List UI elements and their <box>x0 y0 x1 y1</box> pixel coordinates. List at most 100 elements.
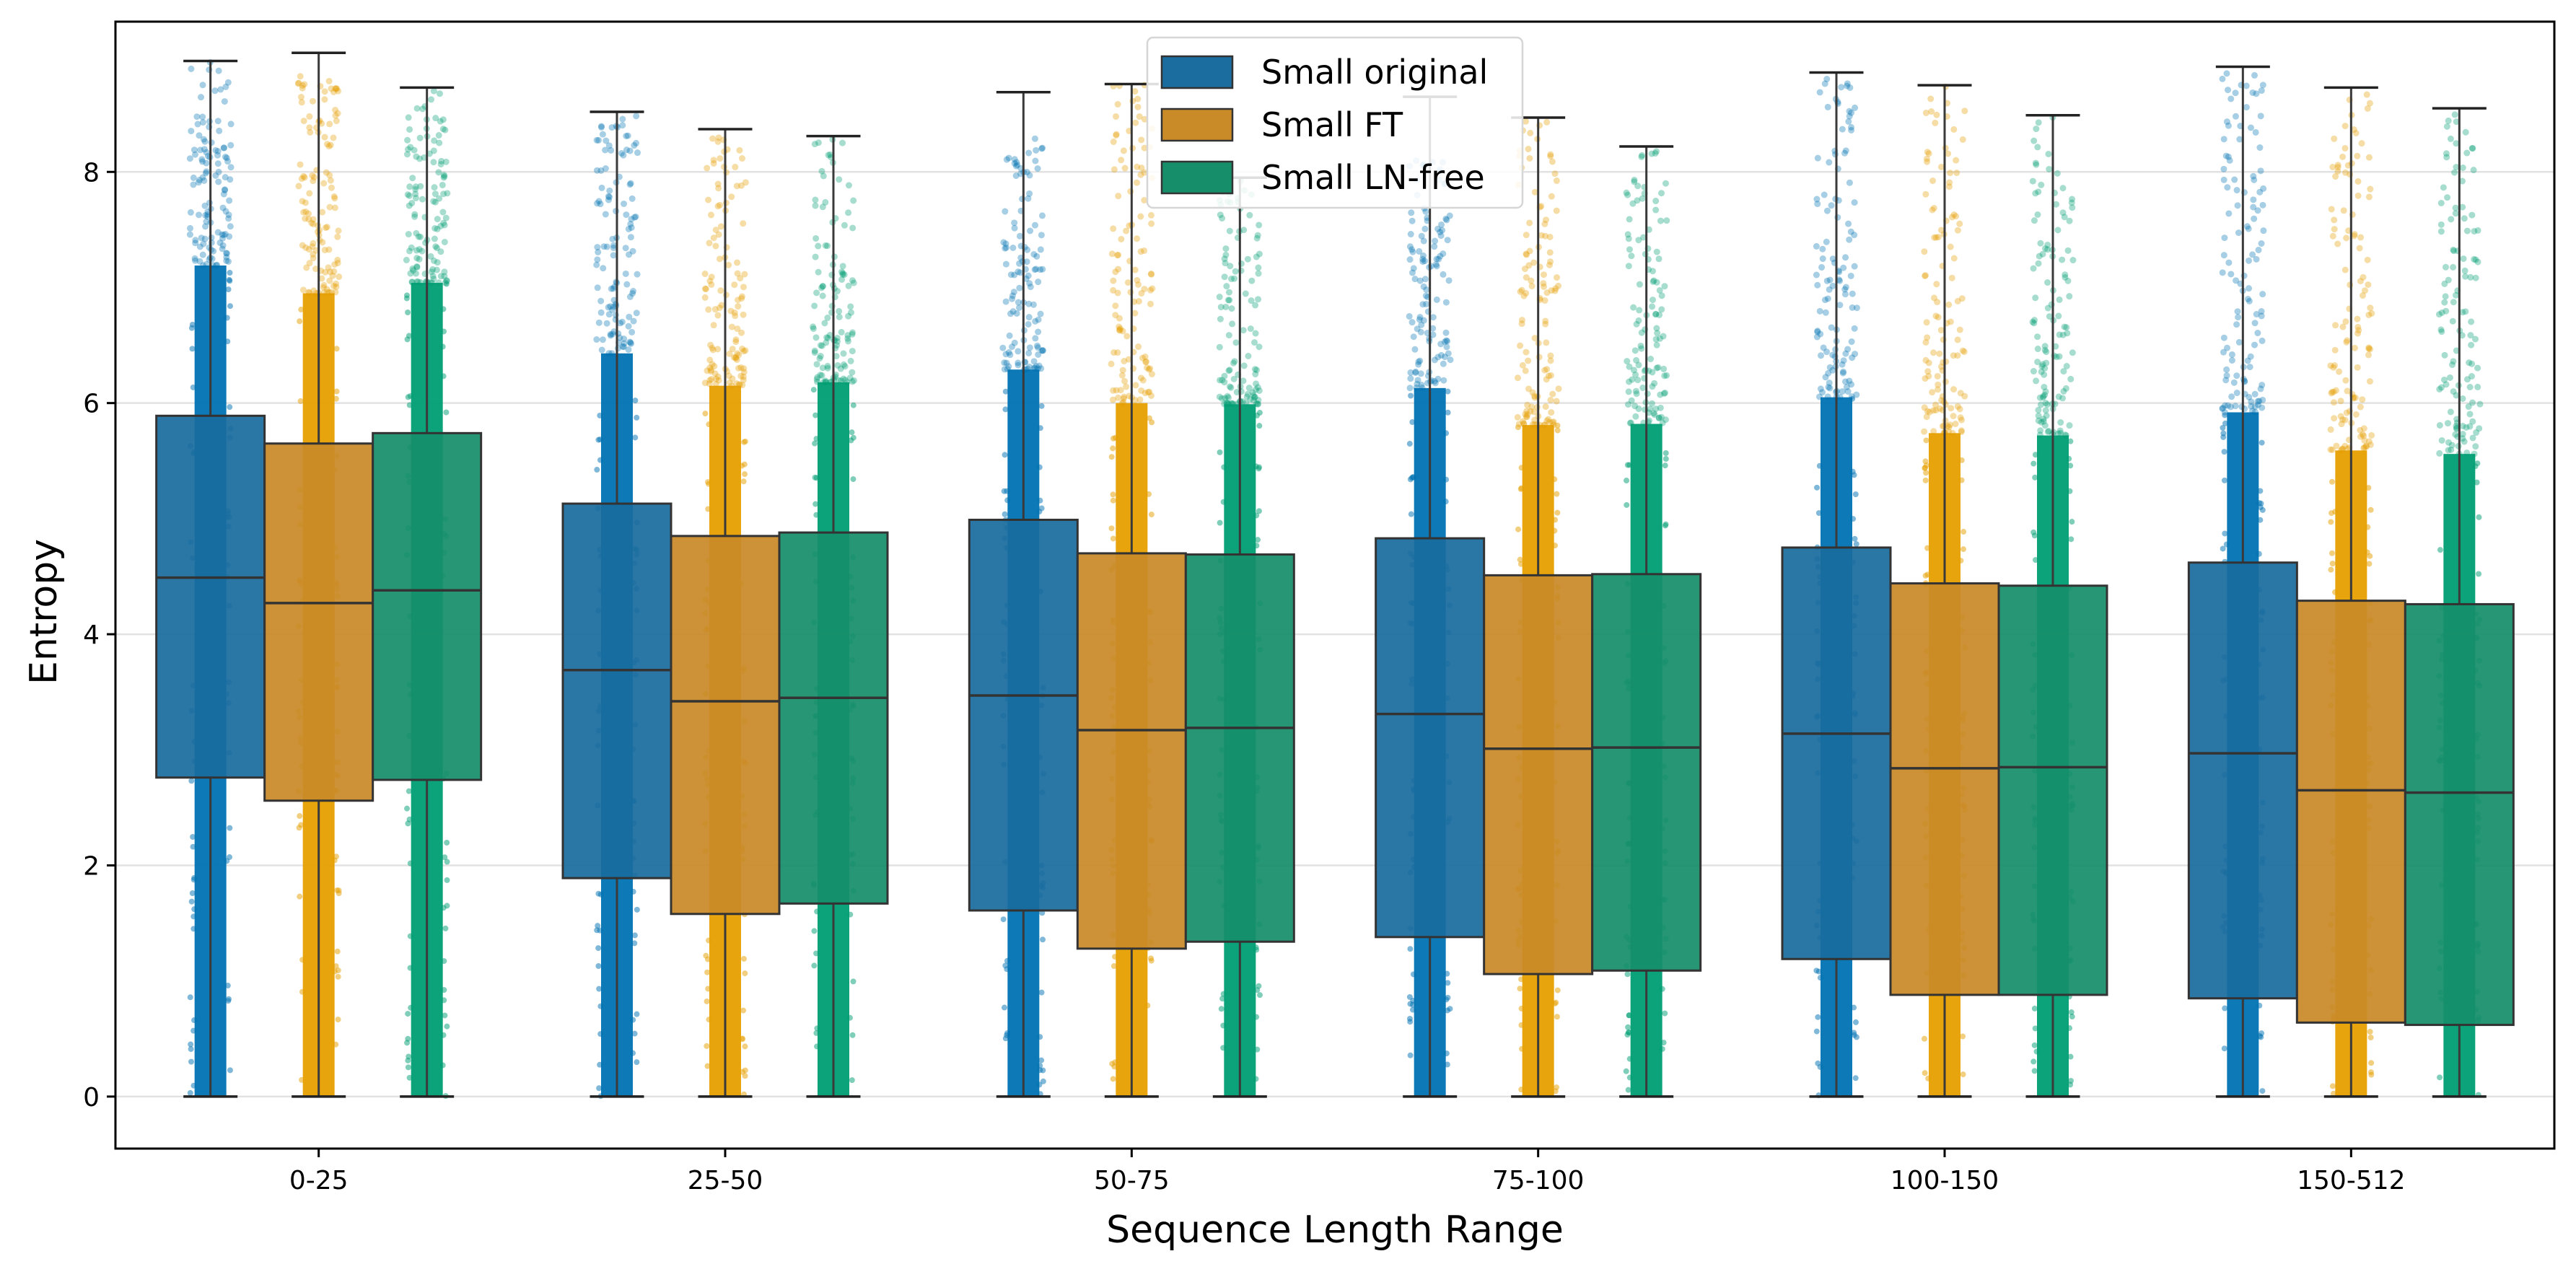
strip-point <box>1820 344 1827 351</box>
x-tick-label: 100-150 <box>1891 1166 1999 1195</box>
strip-point <box>2331 226 2338 233</box>
strip-point <box>1848 338 1855 346</box>
strip-point <box>608 350 615 357</box>
legend-label: Small FT <box>1261 105 1403 144</box>
strip-point <box>2445 447 2452 454</box>
strip-point <box>1644 390 1651 398</box>
strip-point <box>225 258 232 265</box>
strip-point <box>203 218 210 225</box>
strip-point <box>2056 296 2063 303</box>
strip-point <box>2035 417 2042 424</box>
strip-point <box>1119 367 1126 374</box>
strip-point <box>732 354 740 361</box>
strip-point <box>822 242 829 249</box>
strip-point <box>624 132 631 139</box>
strip-point <box>2251 176 2258 183</box>
strip-point <box>1005 154 1012 162</box>
strip-point <box>2339 446 2346 453</box>
strip-point <box>299 242 306 249</box>
strip-point <box>625 225 632 232</box>
strip-point <box>1660 365 1668 372</box>
strip-point <box>1961 348 1968 356</box>
strip-point <box>2251 215 2258 222</box>
strip-point <box>1927 95 1935 102</box>
strip-point <box>1114 289 1121 297</box>
strip-point <box>219 234 226 242</box>
strip-point <box>2031 1068 2038 1074</box>
strip-point <box>732 164 739 171</box>
strip-point <box>597 123 605 131</box>
strip-point <box>1254 232 1261 239</box>
strip-point <box>1141 115 1148 123</box>
strip-point <box>1846 107 1853 115</box>
strip-point <box>1555 282 1562 289</box>
strip-point <box>2061 323 2068 330</box>
strip-point <box>1925 359 1932 367</box>
strip-point <box>297 73 304 80</box>
strip-point <box>1517 486 1524 492</box>
strip-point <box>730 354 737 361</box>
strip-point <box>1922 109 1929 116</box>
strip-point <box>1540 280 1547 287</box>
strip-point <box>2341 442 2349 449</box>
strip-point <box>214 261 221 268</box>
strip-point <box>1543 417 1551 424</box>
strip-point <box>1224 392 1231 400</box>
strip-point <box>294 80 302 87</box>
strip-point <box>1527 129 1534 136</box>
strip-point <box>1230 359 1237 367</box>
strip-point <box>2034 333 2041 341</box>
strip-point <box>427 253 434 260</box>
strip-point <box>2029 318 2036 325</box>
strip-point <box>2067 488 2073 494</box>
strip-point <box>431 184 438 191</box>
strip-point <box>811 347 818 354</box>
strip-point <box>321 88 328 95</box>
strip-point <box>2450 247 2458 255</box>
strip-point <box>850 476 857 483</box>
strip-point <box>444 877 450 883</box>
strip-point <box>437 161 444 168</box>
strip-point <box>403 295 410 302</box>
strip-point <box>1653 278 1660 286</box>
strip-point <box>1110 445 1116 452</box>
strip-point <box>306 289 313 297</box>
strip-point <box>701 285 709 292</box>
strip-point <box>2339 323 2347 330</box>
strip-point <box>203 159 210 167</box>
strip-point <box>195 179 202 186</box>
strip-point <box>441 958 447 965</box>
strip-point <box>632 213 639 220</box>
strip-point <box>219 231 226 238</box>
strip-point <box>631 932 638 939</box>
strip-point <box>630 288 637 295</box>
strip-point <box>1635 361 1642 369</box>
strip-point <box>227 404 233 411</box>
strip-point <box>1956 220 1963 227</box>
strip-point <box>2334 240 2341 247</box>
strip-point <box>1839 369 1846 377</box>
strip-point <box>1142 354 1149 361</box>
strip-point <box>1554 427 1561 434</box>
strip-point <box>1924 334 1931 341</box>
strip-point <box>1243 400 1250 407</box>
strip-point <box>1245 385 1253 392</box>
strip-point <box>192 237 199 244</box>
strip-point <box>1852 491 1859 498</box>
strip-point <box>199 174 206 181</box>
strip-point <box>595 923 601 929</box>
strip-point <box>1423 286 1430 294</box>
strip-point <box>701 271 709 278</box>
strip-point <box>1631 178 1638 185</box>
strip-point <box>1526 247 1533 255</box>
strip-points <box>186 59 2484 1100</box>
strip-point <box>847 911 854 918</box>
strip-point <box>620 152 627 159</box>
strip-point <box>2250 203 2257 211</box>
strip-point <box>416 155 424 162</box>
strip-point <box>1638 153 1645 160</box>
strip-point <box>630 317 637 325</box>
strip-point <box>216 239 224 246</box>
strip-point <box>2444 420 2451 427</box>
strip-point <box>1626 1074 1633 1081</box>
